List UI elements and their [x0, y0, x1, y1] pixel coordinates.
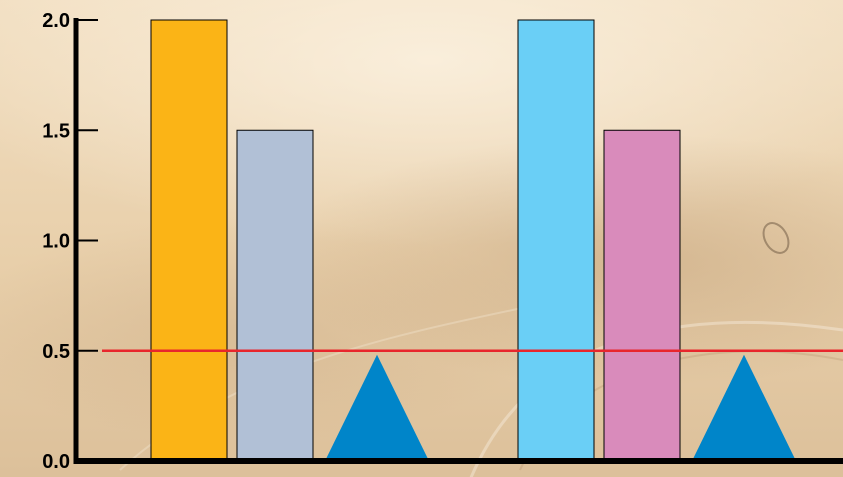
bar-group-1-bar-2 [236, 129, 314, 462]
triangle-marker-group-2 [692, 354, 796, 461]
markers-layer [325, 354, 796, 461]
bar-group-2-bar-1 [517, 19, 595, 462]
bar-group-2-bar-2 [603, 129, 681, 462]
bar-group-1-bar-1 [150, 19, 228, 462]
y-tick-label-3: 1.0 [42, 231, 70, 253]
bars-layer [150, 19, 681, 462]
triangle-marker-group-1 [325, 354, 429, 461]
y-tick-labels: 2.0 1.5 1.0 0.5 0.0 [42, 10, 70, 473]
y-tick-label-5: 0.0 [42, 451, 70, 473]
y-tick-label-2: 1.5 [42, 120, 70, 142]
y-tick-label-1: 2.0 [42, 10, 70, 32]
axis-layer [73, 18, 843, 464]
y-tick-label-4: 0.5 [42, 341, 70, 363]
